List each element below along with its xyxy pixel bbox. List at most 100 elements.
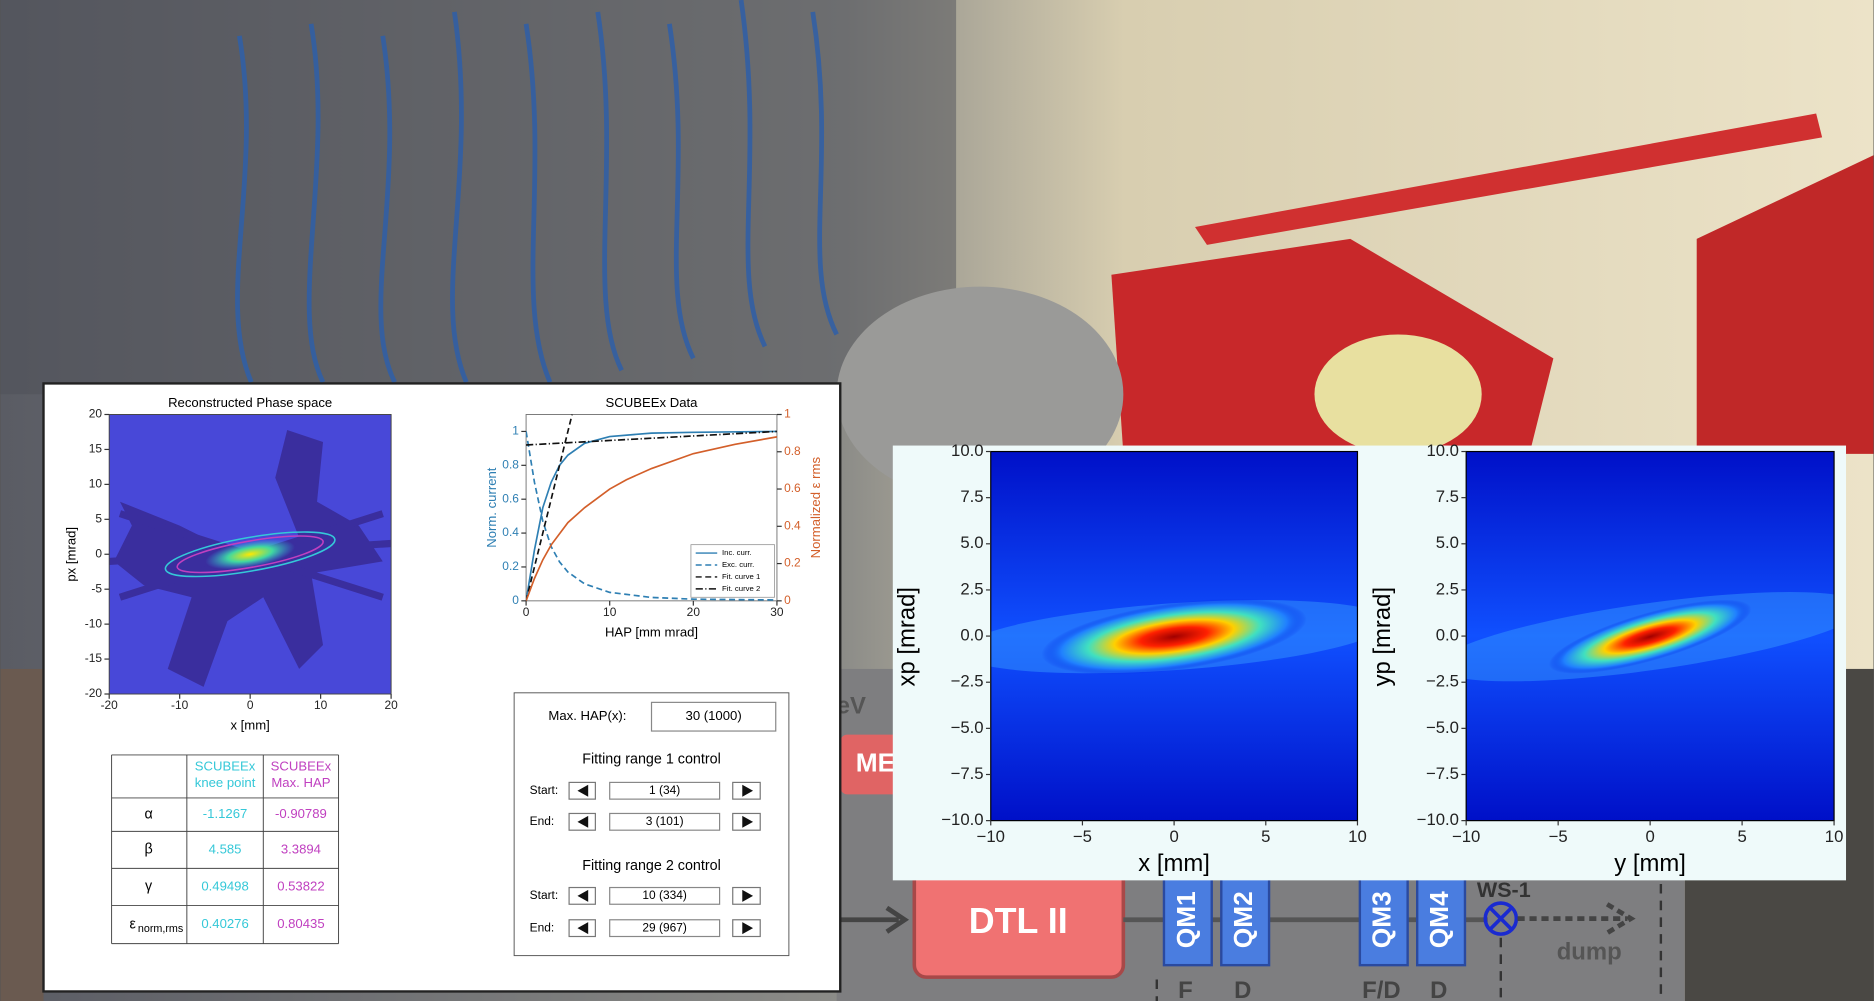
y-tick-label: 5 xyxy=(95,511,102,525)
y-tick-label: −10.0 xyxy=(1417,810,1459,829)
range-value: 1 (34) xyxy=(649,783,680,797)
y-tick-label: 0.2 xyxy=(502,559,519,573)
table-header: SCUBEEx xyxy=(195,758,256,773)
y2-tick-label: 0.2 xyxy=(784,556,801,570)
y-tick-label: 10.0 xyxy=(1426,441,1459,460)
y-axis-label: xp [mrad] xyxy=(894,587,921,687)
table-value: 0.53822 xyxy=(277,878,324,893)
y-tick-label: −7.5 xyxy=(951,764,984,783)
y-tick-label: 20 xyxy=(89,407,103,421)
ws-label: WS-1 xyxy=(1477,878,1531,902)
screen: eVMEDTL IIQM1FQM2DQM3F/DQM4DWS-1dump Rec… xyxy=(0,0,1874,1001)
fit-controls: Max. HAP(x): 30 (1000) Fitting range 1 con… xyxy=(514,693,789,956)
field-label: End: xyxy=(530,920,555,934)
row-symbol: α xyxy=(144,806,152,822)
field-label: Start: xyxy=(530,783,559,797)
table-header: Max. HAP xyxy=(271,775,330,790)
y2-tick-label: 0.4 xyxy=(784,518,801,532)
y-tick-label: −2.5 xyxy=(1426,672,1459,691)
x-tick-label: 10 xyxy=(314,698,328,712)
y-tick-label: 10.0 xyxy=(951,441,984,460)
quad-label: QM4 xyxy=(1424,891,1454,948)
heatmap xyxy=(1433,452,1868,821)
y-tick-label: −5.0 xyxy=(1426,718,1459,737)
x-tick-label: −10 xyxy=(1452,827,1480,846)
y2-axis-label: Normalized ε rms xyxy=(808,457,823,559)
y2-tick-label: 0.6 xyxy=(784,481,801,495)
plot-title: Reconstructed Phase space xyxy=(168,395,332,410)
x-tick-label: -20 xyxy=(101,698,119,712)
y-tick-label: 0.4 xyxy=(502,525,519,539)
x-tick-label: 20 xyxy=(384,698,398,712)
range-value: 29 (967) xyxy=(642,920,686,934)
max-hap-value: 30 (1000) xyxy=(686,708,742,723)
table-header: SCUBEEx xyxy=(271,758,332,773)
x-axis-label: x [mm] xyxy=(1138,850,1210,877)
row-subscript: norm,rms xyxy=(138,923,183,935)
field-label: End: xyxy=(530,814,555,828)
quad-polarity: F/D xyxy=(1362,977,1400,1001)
legend-label: Inc. curr. xyxy=(722,548,752,557)
quad-polarity: D xyxy=(1430,977,1447,1001)
y-tick-label: 2.5 xyxy=(960,579,983,598)
y-tick-label: −5.0 xyxy=(951,718,984,737)
phase-space-image xyxy=(109,414,391,694)
y-tick-label: 0.8 xyxy=(502,457,519,471)
range-title: Fitting range 2 control xyxy=(582,858,721,874)
x-axis-label: y [mm] xyxy=(1614,850,1686,877)
max-hap-label: Max. HAP(x): xyxy=(548,708,626,723)
y-axis-label: yp [mrad] xyxy=(1369,587,1396,687)
x-tick-label: -10 xyxy=(171,698,189,712)
x-tick-label: 0 xyxy=(247,698,254,712)
y-tick-label: 0 xyxy=(95,546,102,560)
y-tick-label: 0.6 xyxy=(502,491,519,505)
row-symbol: γ xyxy=(145,879,153,895)
y-tick-label: -10 xyxy=(85,616,103,630)
x-tick-label: 5 xyxy=(1737,827,1746,846)
y-tick-label: 10 xyxy=(89,477,103,491)
y2-tick-label: 1 xyxy=(784,407,791,421)
x-axis-label: x [mm] xyxy=(230,718,269,733)
legend-label: Exc. curr. xyxy=(722,560,754,569)
table-value: 4.585 xyxy=(209,841,242,856)
x-tick-label: 0 xyxy=(1169,827,1178,846)
y-tick-label: 7.5 xyxy=(960,487,983,506)
y-tick-label: −7.5 xyxy=(1426,764,1459,783)
table-value: 0.40276 xyxy=(201,916,248,931)
legend-label: Fit. curve 1 xyxy=(722,572,760,581)
y-axis-label: Norm. current xyxy=(484,467,499,548)
legend-label: Fit. curve 2 xyxy=(722,584,760,593)
x-tick-label: 10 xyxy=(1825,827,1844,846)
x-tick-label: 0 xyxy=(523,605,530,619)
y-tick-label: 2.5 xyxy=(1436,579,1459,598)
range-title: Fitting range 1 control xyxy=(582,751,721,767)
y-tick-label: 0.0 xyxy=(960,625,983,644)
y-tick-label: 7.5 xyxy=(1436,487,1459,506)
x-tick-label: 20 xyxy=(687,605,701,619)
x-tick-label: −10 xyxy=(977,827,1005,846)
y-tick-label: -15 xyxy=(85,651,103,665)
row-symbol: β xyxy=(144,842,152,858)
y2-tick-label: 0 xyxy=(784,593,791,607)
y-tick-label: 1 xyxy=(512,424,519,438)
quad-label: QM1 xyxy=(1171,891,1201,948)
heatmap xyxy=(957,452,1391,821)
y-tick-label: −10.0 xyxy=(941,810,983,829)
y-tick-label: 0 xyxy=(512,593,519,607)
x-tick-label: 5 xyxy=(1261,827,1270,846)
x-tick-label: −5 xyxy=(1549,827,1568,846)
x-tick-label: 10 xyxy=(1348,827,1367,846)
row-symbol: ε xyxy=(130,916,137,932)
quad-label: QM3 xyxy=(1367,891,1397,948)
table-header: knee point xyxy=(195,775,256,790)
x-tick-label: 0 xyxy=(1645,827,1654,846)
quad-polarity: F xyxy=(1178,977,1193,1001)
range-value: 3 (101) xyxy=(646,814,684,828)
quad-label: QM2 xyxy=(1228,891,1258,948)
y-tick-label: -20 xyxy=(85,686,103,700)
x-axis-label: HAP [mm mrad] xyxy=(605,625,698,640)
mebt-label: ME xyxy=(856,747,895,777)
table-value: -0.90789 xyxy=(275,806,327,821)
